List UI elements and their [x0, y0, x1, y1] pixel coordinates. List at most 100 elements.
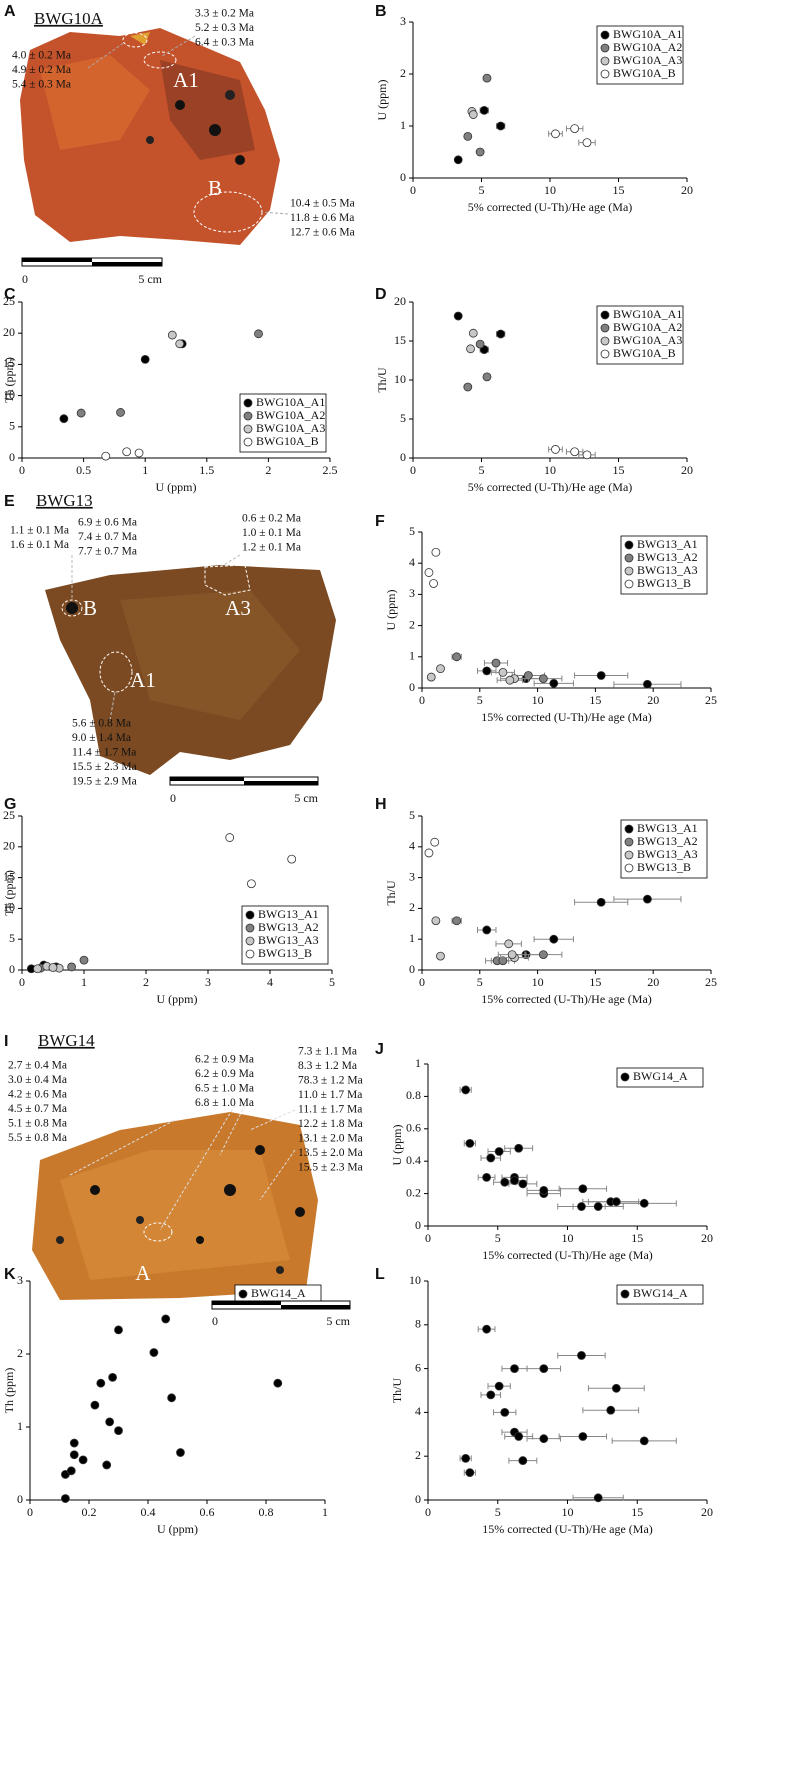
data-point: [424, 568, 434, 577]
y-tick-label: 0: [17, 1492, 23, 1506]
scatter-chart: L 0 5 10 15 20 0 2 4 6 8 10 15% corrected (U-Th)/He …: [375, 1266, 713, 1536]
region-label: A1: [130, 668, 156, 692]
data-point: [59, 414, 69, 424]
age-annotation: 6.8 ± 1.0 Ma: [195, 1097, 254, 1109]
panel-label: I: [4, 1033, 8, 1050]
data-point: [33, 964, 42, 974]
scatter-chart: C 0 0.5 1 1.5 2 2.5 0 5 10 15 20 25 U (ppm) Th (ppm) BW…: [2, 286, 338, 494]
data-point: [436, 664, 445, 674]
data-point: [578, 1432, 588, 1441]
data-point: [287, 854, 297, 864]
data-point: [486, 1390, 496, 1400]
age-annotation: 2.7 ± 0.4 Ma: [8, 1060, 67, 1072]
x-tick-label: 0: [410, 183, 416, 197]
data-point: [463, 382, 473, 392]
y-tick-label: 8: [415, 1317, 421, 1331]
age-annotation: 6.5 ± 1.0 Ma: [195, 1083, 254, 1095]
legend-swatch: [600, 56, 610, 66]
age-annotation: 15.5 ± 2.3 Ma: [72, 761, 137, 773]
data-point: [175, 339, 185, 349]
legend-swatch: [245, 949, 255, 959]
y-tick-label: 0: [9, 962, 15, 976]
legend-label: BWG10A_B: [613, 66, 676, 80]
data-point: [514, 1143, 524, 1153]
data-point: [122, 447, 132, 457]
legend-box: [596, 305, 684, 365]
legend-swatch: [243, 437, 253, 447]
age-annotation: 0.6 ± 0.2 Ma: [242, 513, 301, 525]
legend-swatch: [243, 424, 253, 434]
x-tick-label: 2: [265, 463, 271, 477]
panel-label: E: [4, 493, 15, 510]
legend-swatch: [600, 336, 610, 346]
y-axis-label: Th (ppm): [2, 870, 16, 916]
y-tick-label: 2: [400, 66, 406, 80]
x-tick-label: 15: [589, 693, 601, 707]
data-point: [431, 916, 441, 926]
y-axis-label: U (ppm): [390, 1125, 404, 1166]
y-tick-label: 10: [3, 387, 15, 401]
panel-label: H: [375, 796, 387, 813]
x-tick-label: 20: [701, 1231, 713, 1245]
region-label: B: [83, 596, 97, 620]
age-annotation: 8.3 ± 1.2 Ma: [298, 1060, 357, 1072]
y-tick-label: 0: [400, 170, 406, 184]
age-annotation: 13.1 ± 2.0 Ma: [298, 1133, 363, 1145]
x-tick-label: 15: [613, 183, 625, 197]
x-tick-label: 15: [631, 1505, 643, 1519]
data-point: [452, 652, 462, 662]
y-tick-label: 10: [3, 900, 15, 914]
scale-label: 0: [22, 272, 28, 286]
scale-bar-black: [281, 1305, 350, 1309]
data-point: [431, 547, 441, 557]
age-annotation: 7.3 ± 1.1 Ma: [298, 1046, 357, 1058]
legend-box: [616, 1067, 704, 1088]
data-point: [475, 339, 485, 349]
age-annotation: 11.4 ± 1.7 Ma: [72, 747, 136, 759]
legend-label: BWG13_A2: [637, 550, 698, 564]
data-point: [538, 950, 548, 959]
x-tick-label: 10: [544, 183, 556, 197]
panel-label: G: [4, 796, 16, 813]
data-point: [76, 408, 86, 418]
panel-label: B: [375, 3, 387, 20]
legend-box: [620, 819, 708, 879]
y-tick-label: 20: [3, 839, 15, 853]
data-point: [496, 329, 506, 339]
y-tick-label: 4: [409, 555, 415, 569]
data-point: [167, 330, 177, 340]
y-tick-label: 1: [409, 649, 415, 663]
legend-label: BWG13_A1: [258, 907, 319, 921]
data-point: [639, 1198, 649, 1208]
legend-label: BWG13_A1: [637, 821, 698, 835]
x-tick-label: 5: [479, 183, 485, 197]
legend-box: [239, 393, 327, 453]
y-tick-label: 0.4: [406, 1153, 421, 1167]
x-tick-label: 5: [495, 1505, 501, 1519]
legend-label: BWG10A_A1: [256, 395, 325, 409]
data-point: [90, 1400, 100, 1410]
x-tick-label: 5: [479, 463, 485, 477]
data-point: [102, 1460, 112, 1470]
x-tick-label: 25: [705, 693, 717, 707]
legend-label: BWG13_B: [637, 576, 691, 590]
data-point: [611, 1197, 621, 1207]
data-point: [494, 1147, 504, 1156]
data-point: [101, 451, 111, 461]
y-tick-label: 0: [415, 1492, 421, 1506]
y-tick-label: 5: [400, 411, 406, 425]
age-annotation: 6.9 ± 0.6 Ma: [78, 517, 137, 529]
legend-label: BWG10A_A2: [256, 408, 325, 422]
data-point: [538, 674, 548, 684]
y-tick-label: 3: [400, 14, 406, 28]
data-point: [510, 1364, 519, 1373]
x-tick-label: 0: [419, 693, 425, 707]
y-tick-label: 15: [3, 356, 15, 370]
legend-label: BWG13_A2: [258, 920, 319, 934]
legend-swatch: [238, 1289, 248, 1299]
scale-label: 5 cm: [294, 791, 318, 805]
legend-label: BWG10A_A2: [613, 40, 682, 54]
scatter-chart: K 0 0.2 0.4 0.6 0.8 1 0 1 2 3 U (ppm) Th (ppm) BWG14_…: [2, 1266, 328, 1536]
scale-bar-black: [92, 262, 162, 266]
data-point: [254, 329, 263, 339]
